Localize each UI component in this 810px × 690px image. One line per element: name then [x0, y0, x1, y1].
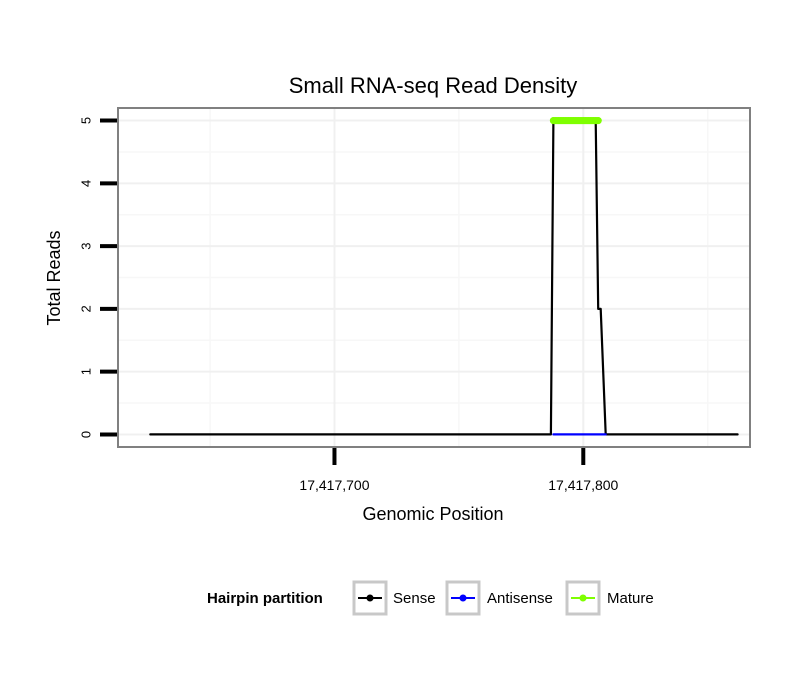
legend-entry-label: Mature [607, 590, 654, 607]
series-line-sense [149, 119, 739, 436]
y-axis-label: Total Reads [44, 230, 64, 325]
plot-panel-border [117, 107, 751, 448]
legend-key-point [579, 594, 587, 602]
legend: Hairpin partition Sense Antisense Mature [207, 580, 654, 616]
minor-gridlines [118, 108, 750, 447]
y-tick-label: 4 [79, 180, 94, 187]
y-tick-label: 1 [79, 368, 94, 375]
y-tick-label: 2 [79, 305, 94, 312]
y-tick-label: 3 [79, 242, 94, 249]
x-axis: 17,417,700 17,417,800 [299, 448, 619, 493]
x-tick-label: 17,417,800 [548, 477, 618, 493]
chart-title: Small RNA-seq Read Density [289, 73, 578, 98]
x-axis-label: Genomic Position [362, 504, 503, 524]
legend-entry-label: Sense [393, 590, 436, 607]
y-axis: 0 1 2 3 4 5 [79, 117, 117, 438]
y-tick-label: 0 [79, 431, 94, 438]
x-tick-label: 17,417,700 [299, 477, 369, 493]
legend-key-point [459, 594, 467, 602]
legend-title: Hairpin partition [207, 590, 323, 607]
legend-key-point [366, 594, 374, 602]
legend-entries: Sense Antisense Mature [352, 580, 654, 616]
y-tick-label: 5 [79, 117, 94, 124]
series-layer [149, 117, 739, 436]
legend-entry-label: Antisense [487, 590, 553, 607]
series-point-mature [594, 117, 602, 125]
